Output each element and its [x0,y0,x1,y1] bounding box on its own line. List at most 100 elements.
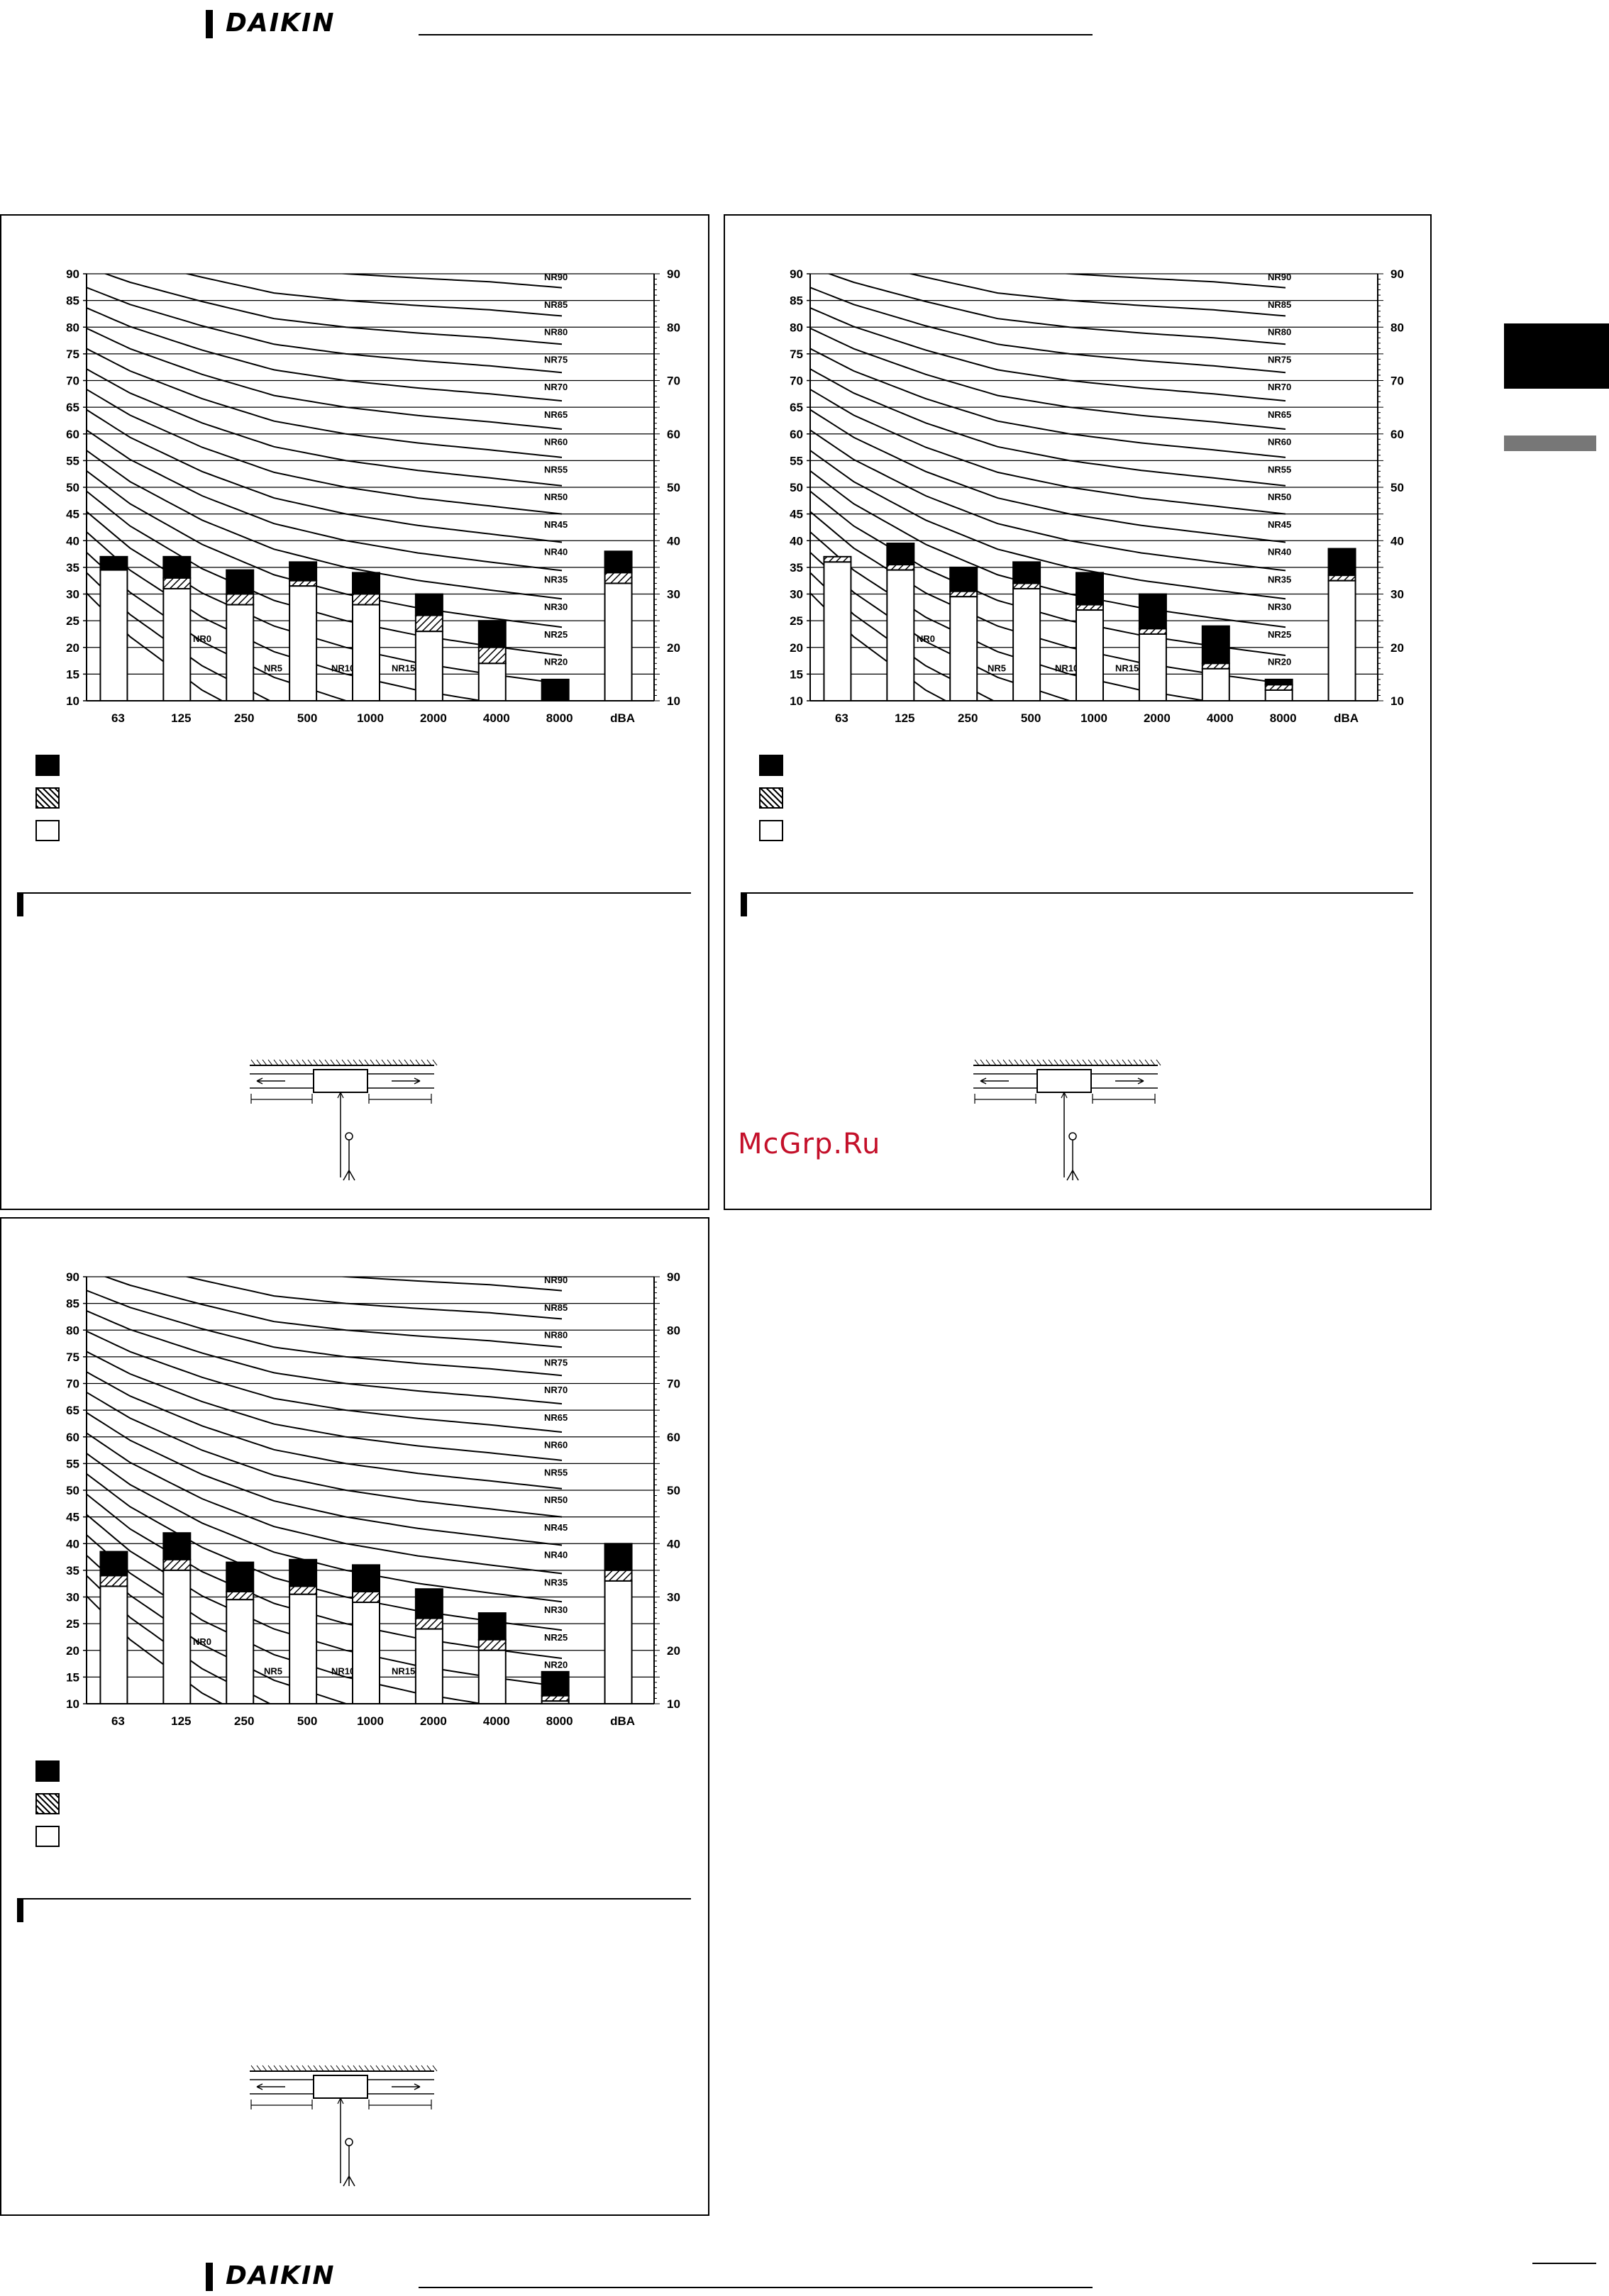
ceiling-hatch [1048,1059,1054,1066]
nr-curve [810,327,1286,430]
legend-swatch-hatched [35,787,60,809]
footer-rule [419,2287,1093,2288]
ceiling-hatch [381,2065,387,2072]
nr-curve [103,274,563,345]
y-tick-label-left: 90 [790,267,803,281]
bar-hatched-segment [1076,604,1104,611]
y-tick-label-left: 20 [66,641,79,655]
y-tick-label-right: 30 [667,588,680,601]
y-tick-label-right: 90 [667,1270,680,1284]
bar-base-segment [477,662,507,702]
ceiling-hatch [353,2065,358,2072]
bar-hatched-segment [823,555,852,563]
nr-curve [338,274,563,289]
ceiling-hatch [256,1059,262,1066]
y-tick-label-left: 50 [790,481,803,494]
chart-panel-1: 10 15 20 25 30 35 40 45 50 55 60 65 70 75 80 85 90 10 20 30… [0,214,709,1210]
x-tick-label: 250 [958,711,978,725]
dimension-line [250,2100,313,2109]
unit-box [313,1069,368,1093]
nr-curve-label: NR60 [544,437,568,448]
ceiling-hatch [250,1059,256,1066]
page-footer: DAIKIN [206,2261,1093,2294]
ceiling-hatch [296,2065,302,2072]
ceiling-hatch [421,1059,426,1066]
nr-curve-label: NR15 [392,1666,415,1677]
nr-curve [87,388,563,515]
ceiling-hatch [1110,1059,1116,1066]
y-tick-label-left: 40 [66,534,79,548]
bar-base-segment [414,631,443,701]
ceiling-hatch [347,1059,353,1066]
x-tick-label: 2000 [1144,711,1171,725]
nr-curve [826,274,1286,345]
y-tick-label-left: 30 [66,588,79,601]
ceiling-hatch [387,2065,392,2072]
x-tick-label: 63 [835,711,848,725]
x-tick-label: 500 [297,711,317,725]
x-tick-label: 63 [111,711,125,725]
nr-curve-label: NR35 [544,574,568,584]
nr-curve-label: NR65 [544,409,568,420]
bar-total-segment [1264,678,1293,686]
ceiling-hatch [267,1059,273,1066]
chart-panel-2: 10 15 20 25 30 35 40 45 50 55 60 65 70 75 80 85 90 10 20 30… [724,214,1432,1210]
section-bar-marker [1504,436,1596,451]
nr-curve-label: NR75 [544,1357,568,1368]
nr-curve-label: NR20 [544,657,568,667]
nr-curve-label: NR5 [988,663,1006,674]
y-tick-label-right: 40 [1390,534,1404,548]
unit-box [1036,1069,1092,1093]
y-tick-label-left: 15 [790,667,803,681]
bar-total-segment [949,566,978,592]
y-tick-label-left: 45 [66,508,79,521]
y-tick-label-left: 90 [66,267,79,281]
bar-base-segment [289,585,318,702]
y-tick-label-left: 45 [66,1511,79,1524]
y-tick-label-left: 65 [790,401,803,414]
ceiling-hatch [1019,1059,1025,1066]
x-tick-label: dBA [610,711,635,725]
nr-curve-label: NR40 [544,547,568,558]
y-tick-label-left: 50 [66,1484,79,1497]
ceiling-hatch [279,2065,284,2072]
microphone-icon [345,1132,353,1141]
y-tick-label-left: 75 [790,348,803,361]
bar-hatched-segment [1264,684,1293,691]
nr-curve-label: NR40 [1268,547,1291,558]
legend-swatch-black [759,755,783,776]
nr-curve-label: NR20 [1268,657,1291,667]
nr-curve [87,1391,563,1518]
x-tick-label: 1000 [1080,711,1107,725]
ceiling-hatch [1082,1059,1088,1066]
bar-base-segment [289,1593,318,1704]
nr-curve-label: NR10 [331,1666,355,1677]
y-tick-label-left: 20 [66,1644,79,1658]
nr-curve [87,1595,224,1704]
bar-base-segment [226,604,255,701]
bar-hatched-segment [949,590,978,598]
nr-curve [87,306,563,402]
ceiling-hatch [330,1059,336,1066]
nr-curve [87,368,563,487]
legend-swatch-hatched [759,787,783,809]
bar-base-segment [1076,609,1104,702]
nr-curve [810,348,1286,458]
bar-hatched-segment [886,564,915,571]
bar-total-segment [99,1551,128,1577]
nr-curve [87,409,563,543]
bar-total-segment [541,1670,570,1697]
ceiling-hatch [387,1059,392,1066]
ceiling-hatch [1122,1059,1127,1066]
y-tick-label-left: 80 [66,1324,79,1337]
ceiling-hatch [392,2065,398,2072]
ceiling-hatch [358,2065,364,2072]
bar-base-segment [352,1602,380,1705]
nr-curve-label: NR90 [544,1275,568,1285]
ceiling-hatch [409,2065,415,2072]
ceiling-hatch [985,1059,991,1066]
microphone-icon [1068,1132,1077,1141]
nr-curve-label: NR0 [917,633,935,644]
nr-curve-label: NR75 [544,354,568,365]
ceiling-hatch [279,1059,284,1066]
